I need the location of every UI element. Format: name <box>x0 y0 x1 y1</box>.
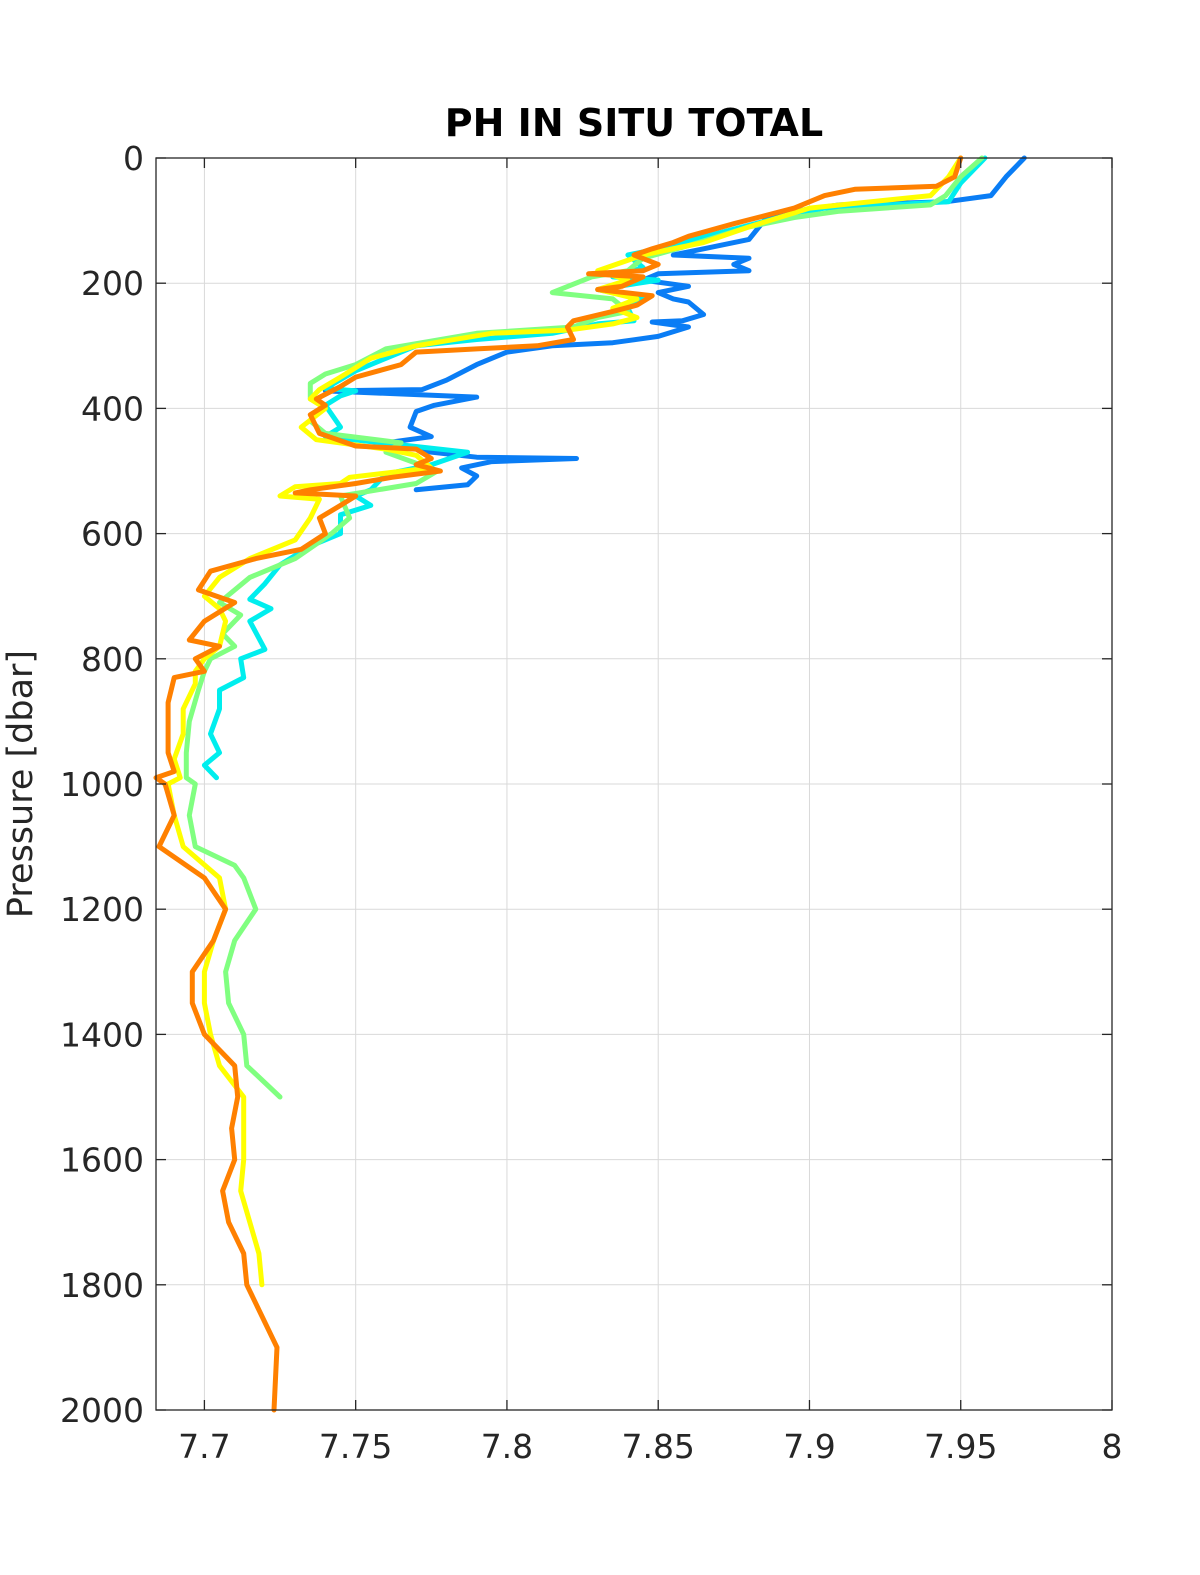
y-tick-label: 1800 <box>60 1266 144 1305</box>
series-group <box>153 155 1027 1413</box>
chart-title: PH IN SITU TOTAL <box>445 101 823 145</box>
y-tick-label: 1400 <box>60 1015 144 1054</box>
y-axis-label: Pressure [dbar] <box>1 650 41 918</box>
x-tick-label: 7.9 <box>783 1427 835 1466</box>
y-tick-label: 2000 <box>60 1391 144 1430</box>
y-tick-label: 200 <box>81 264 144 303</box>
y-tick-label: 800 <box>81 640 144 679</box>
series-line-4 <box>165 155 964 1288</box>
x-tick-label: 7.8 <box>481 1427 533 1466</box>
tick-labels: 7.7 7.75 7.8 7.85 7.9 7.95 8 0 200 400 600 800 1000 1… <box>60 139 1122 1466</box>
y-tick-label: 1200 <box>60 890 144 929</box>
y-tick-label: 1000 <box>60 765 144 804</box>
x-tick-label: 7.95 <box>924 1427 997 1466</box>
y-tick-label: 0 <box>123 139 144 178</box>
x-tick-label: 7.85 <box>621 1427 694 1466</box>
x-tick-label: 7.7 <box>178 1427 230 1466</box>
ticks <box>156 157 1113 1411</box>
x-tick-label: 7.75 <box>319 1427 392 1466</box>
series-line-5 <box>153 155 964 1413</box>
y-tick-label: 600 <box>81 515 144 554</box>
x-tick-label: 8 <box>1102 1427 1123 1466</box>
y-tick-label: 1600 <box>60 1141 144 1180</box>
y-tick-label: 400 <box>81 389 144 428</box>
